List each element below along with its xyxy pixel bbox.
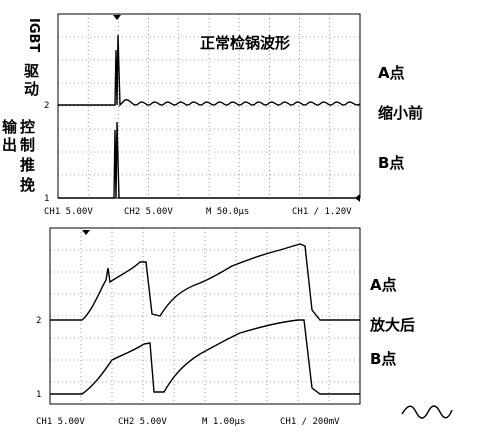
- wave-icon: [401, 405, 453, 419]
- status: CH1 5.00V: [44, 207, 93, 217]
- title: 正常检锅波形: [200, 34, 290, 52]
- status: CH2 5.00V: [118, 417, 167, 427]
- output-label: 制: [20, 136, 35, 154]
- status: CH1 5.00V: [36, 417, 85, 427]
- status: CH2 5.00V: [124, 207, 173, 217]
- trigger-marker: [82, 230, 90, 235]
- waveform-a: [58, 34, 361, 107]
- channel-marker: 2: [36, 316, 41, 326]
- status: M 1.00µs: [202, 417, 245, 427]
- igbt-label: 驱: [24, 62, 39, 80]
- level-marker: [355, 194, 360, 202]
- grid: [58, 14, 360, 198]
- output-label: 挽: [20, 176, 35, 194]
- output-label: 输: [2, 118, 18, 136]
- channel-marker: 1: [44, 194, 49, 204]
- output-label: 推: [20, 156, 35, 174]
- igbt-label: IGBT: [26, 18, 41, 52]
- trigger-marker: [113, 15, 121, 20]
- waveform-b: [50, 319, 360, 395]
- a-label: A点: [378, 64, 405, 82]
- grid: [50, 228, 360, 404]
- status: CH1 ∕ 1.20V: [292, 207, 352, 217]
- side-label: 放大后: [369, 316, 415, 334]
- scope-frame: [49, 227, 361, 405]
- b-label: B点: [378, 154, 404, 172]
- channel-marker: 1: [36, 390, 41, 400]
- channel-marker: 2: [44, 101, 49, 111]
- waveform-b: [58, 121, 360, 199]
- status: CH1 ∕ 200mV: [280, 417, 340, 427]
- status: M 50.0µs: [206, 207, 249, 217]
- waveform-a: [50, 243, 360, 321]
- side-label: 缩小前: [378, 104, 423, 122]
- output-label: 出: [2, 136, 17, 154]
- a-label: A点: [370, 276, 397, 294]
- b-label: B点: [370, 350, 396, 368]
- output-label: 控: [20, 118, 35, 136]
- igbt-label: 动: [24, 80, 39, 98]
